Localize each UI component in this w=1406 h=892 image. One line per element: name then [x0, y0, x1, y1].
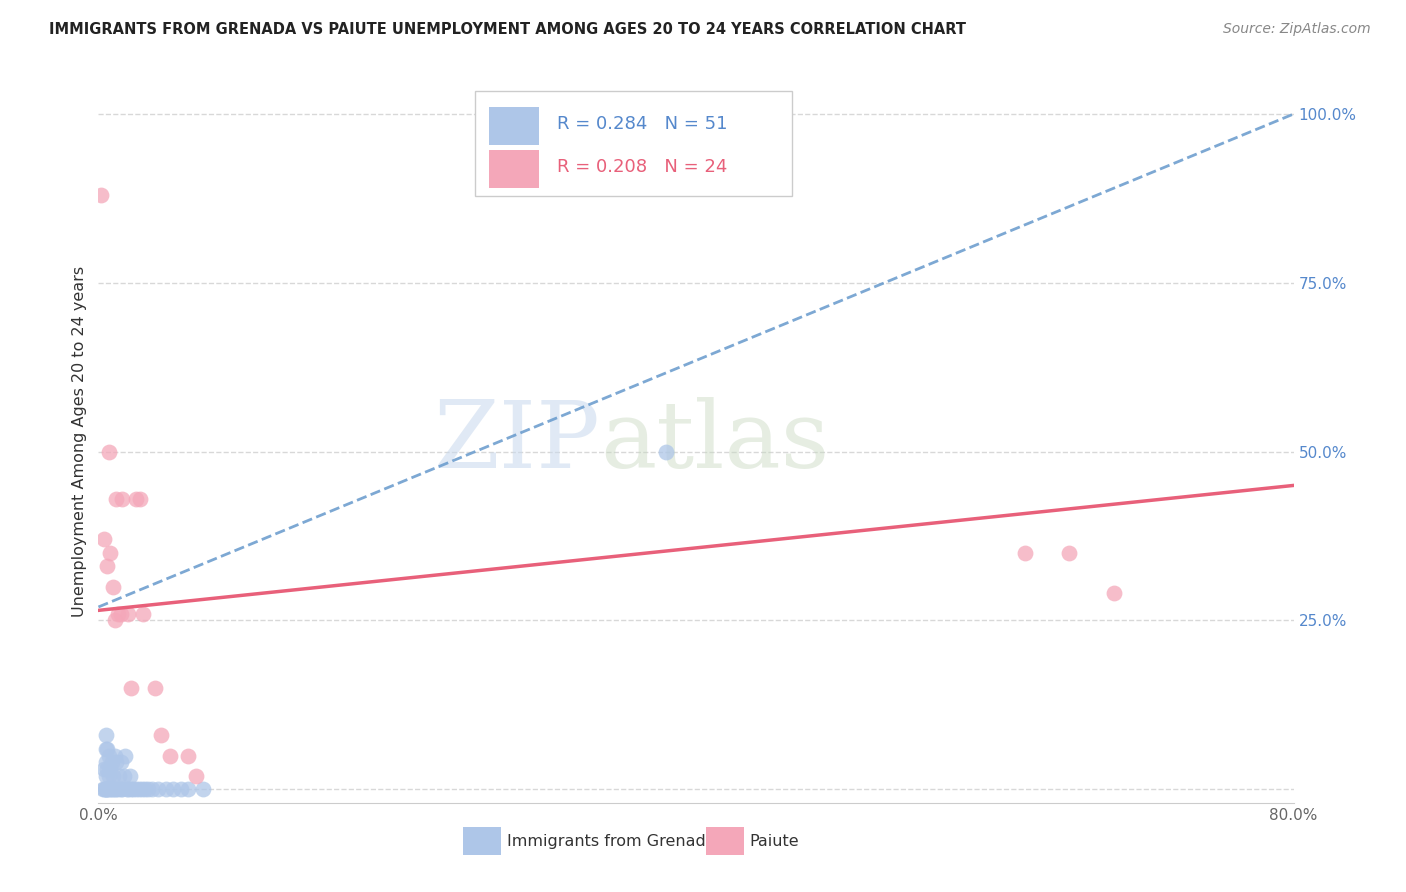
Point: [96, 782, 118, 797]
Point: [155, 782, 177, 797]
Point: [131, 782, 153, 797]
Point: [184, 769, 207, 783]
Point: [93, 533, 115, 547]
Point: [136, 782, 159, 797]
Text: Paiute: Paiute: [749, 834, 800, 848]
Point: [655, 444, 678, 458]
Point: [98, 782, 122, 797]
Text: ZIP: ZIP: [433, 397, 600, 486]
Point: [103, 782, 125, 797]
Point: [104, 782, 127, 797]
Point: [105, 782, 128, 797]
Point: [114, 748, 136, 763]
Point: [1014, 546, 1036, 560]
Point: [159, 748, 181, 763]
Bar: [489, 151, 540, 188]
Point: [93, 762, 115, 776]
Text: Immigrants from Grenada: Immigrants from Grenada: [508, 834, 716, 848]
Point: [141, 782, 163, 797]
Point: [120, 782, 142, 797]
Point: [96, 762, 118, 776]
Point: [134, 782, 156, 797]
Point: [111, 491, 134, 506]
Point: [105, 756, 128, 770]
Point: [94, 756, 117, 770]
Point: [104, 748, 127, 763]
Point: [94, 782, 117, 797]
Bar: [463, 828, 501, 855]
Text: R = 0.208   N = 24: R = 0.208 N = 24: [557, 158, 728, 176]
Point: [94, 728, 117, 742]
Point: [104, 614, 127, 628]
FancyBboxPatch shape: [475, 91, 792, 196]
Point: [103, 580, 125, 594]
Point: [121, 782, 143, 797]
Point: [98, 546, 122, 560]
Point: [101, 782, 124, 797]
Point: [91, 782, 114, 797]
Point: [110, 756, 132, 770]
Point: [177, 782, 200, 797]
Point: [120, 681, 142, 695]
Point: [117, 607, 139, 621]
Point: [117, 782, 139, 797]
Text: R = 0.284   N = 51: R = 0.284 N = 51: [557, 115, 728, 133]
Point: [90, 188, 112, 202]
Point: [107, 782, 129, 797]
Point: [110, 782, 132, 797]
Point: [1104, 586, 1126, 600]
Point: [105, 491, 128, 506]
Point: [98, 762, 122, 776]
Point: [132, 607, 155, 621]
Point: [129, 491, 152, 506]
Point: [1059, 546, 1081, 560]
Point: [97, 748, 120, 763]
Point: [150, 728, 173, 742]
Point: [97, 444, 120, 458]
Point: [111, 782, 134, 797]
Bar: [489, 107, 540, 145]
Point: [107, 607, 129, 621]
Point: [148, 782, 170, 797]
Y-axis label: Unemployment Among Ages 20 to 24 years: Unemployment Among Ages 20 to 24 years: [72, 266, 87, 617]
Point: [108, 769, 131, 783]
Point: [162, 782, 184, 797]
Point: [115, 782, 138, 797]
Point: [94, 741, 117, 756]
Point: [93, 782, 115, 797]
Point: [128, 782, 150, 797]
Point: [169, 782, 191, 797]
Point: [177, 748, 200, 763]
Point: [118, 769, 141, 783]
Text: Source: ZipAtlas.com: Source: ZipAtlas.com: [1223, 22, 1371, 37]
Point: [143, 681, 166, 695]
Bar: [706, 828, 744, 855]
Point: [103, 769, 125, 783]
Point: [96, 559, 118, 574]
Point: [94, 782, 117, 797]
Point: [125, 491, 148, 506]
Point: [94, 769, 117, 783]
Point: [112, 769, 135, 783]
Point: [125, 782, 148, 797]
Point: [97, 782, 120, 797]
Text: atlas: atlas: [600, 397, 830, 486]
Text: IMMIGRANTS FROM GRENADA VS PAIUTE UNEMPLOYMENT AMONG AGES 20 TO 24 YEARS CORRELA: IMMIGRANTS FROM GRENADA VS PAIUTE UNEMPL…: [49, 22, 966, 37]
Point: [191, 782, 214, 797]
Point: [101, 756, 124, 770]
Point: [110, 607, 132, 621]
Point: [97, 769, 120, 783]
Point: [94, 782, 117, 797]
Point: [96, 741, 118, 756]
